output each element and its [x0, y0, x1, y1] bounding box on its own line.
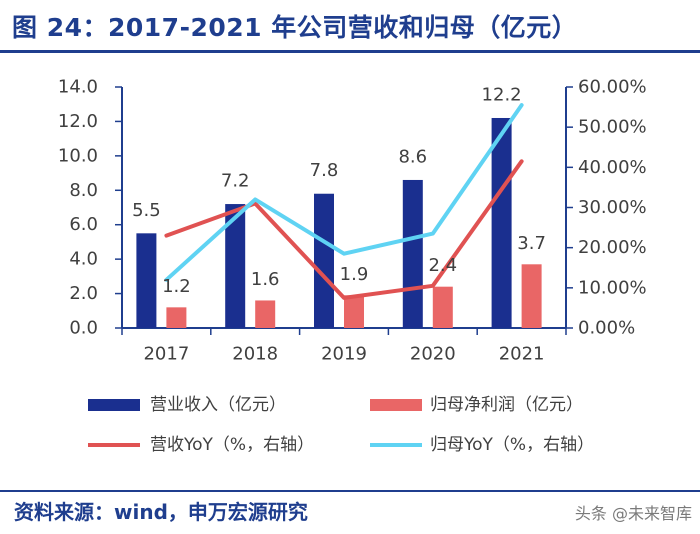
legend-profit-label: 归母净利润（亿元）	[430, 395, 583, 415]
right-tick-label: 20.00%	[578, 237, 647, 258]
revenue-bar	[402, 179, 423, 328]
revenue-data-label: 12.2	[482, 84, 522, 105]
profit-data-label: 2.4	[428, 255, 457, 276]
right-tick-label: 0.00%	[578, 318, 635, 339]
legend-profit-swatch	[370, 399, 422, 411]
legend-revenue-label: 营业收入（亿元）	[150, 395, 286, 415]
revenue-bar	[314, 193, 334, 328]
revenue-data-label: 8.6	[398, 146, 427, 167]
source-note: 资料来源：wind，申万宏源研究	[14, 500, 308, 524]
profit-data-label: 1.2	[162, 276, 191, 297]
profit-data-label: 1.6	[251, 269, 280, 290]
legend-revenue-swatch	[88, 399, 140, 411]
profit-bar	[255, 300, 276, 328]
legend-revenue-yoy-label: 营收YoY（%，右轴）	[150, 435, 314, 455]
chart-title: 图 24：2017-2021 年公司营收和归母（亿元）	[12, 13, 578, 42]
revenue-bar	[225, 204, 246, 328]
right-tick-label: 10.00%	[578, 277, 647, 298]
left-tick-label: 4.0	[69, 249, 98, 270]
footer-divider	[0, 490, 700, 492]
profit-data-label: 1.9	[340, 264, 369, 285]
right-tick-label: 60.00%	[578, 77, 647, 98]
watermark: 头条 @未来智库	[574, 504, 692, 523]
profit-bar	[521, 264, 542, 328]
left-tick-label: 6.0	[69, 214, 98, 235]
left-tick-label: 0.0	[69, 318, 98, 339]
title-underline	[0, 50, 700, 53]
revenue-yoy-line	[164, 159, 524, 300]
right-tick-label: 30.00%	[578, 197, 647, 218]
profit-data-label: 3.7	[517, 233, 546, 254]
revenue-data-label: 5.5	[132, 200, 161, 221]
left-tick-label: 14.0	[58, 77, 98, 98]
x-tick-label: 2021	[499, 344, 545, 365]
profit-bar	[166, 307, 187, 328]
profit-bar	[432, 286, 453, 328]
legend-profit-yoy-label: 归母YoY（%，右轴）	[430, 435, 594, 455]
x-tick-label: 2020	[410, 344, 456, 365]
left-tick-label: 8.0	[69, 180, 98, 201]
x-tick-label: 2018	[232, 344, 278, 365]
combo-chart: 0.0 2.0 4.0 6.0 8.0 10.0 12.0 14.0 0.00% 10.00% 20…	[58, 77, 647, 456]
profit-bar	[344, 295, 364, 328]
revenue-bar	[491, 117, 512, 328]
right-tick-label: 40.00%	[578, 157, 647, 178]
x-tick-label: 2017	[143, 344, 189, 365]
right-tick-label: 50.00%	[578, 117, 647, 138]
revenue-data-label: 7.2	[221, 171, 250, 192]
profit-yoy-line	[164, 103, 524, 282]
left-tick-label: 12.0	[58, 111, 98, 132]
revenue-data-label: 7.8	[310, 160, 339, 181]
left-tick-label: 10.0	[58, 145, 98, 166]
x-tick-label: 2019	[321, 344, 367, 365]
revenue-bar	[136, 233, 157, 328]
left-tick-label: 2.0	[69, 283, 98, 304]
